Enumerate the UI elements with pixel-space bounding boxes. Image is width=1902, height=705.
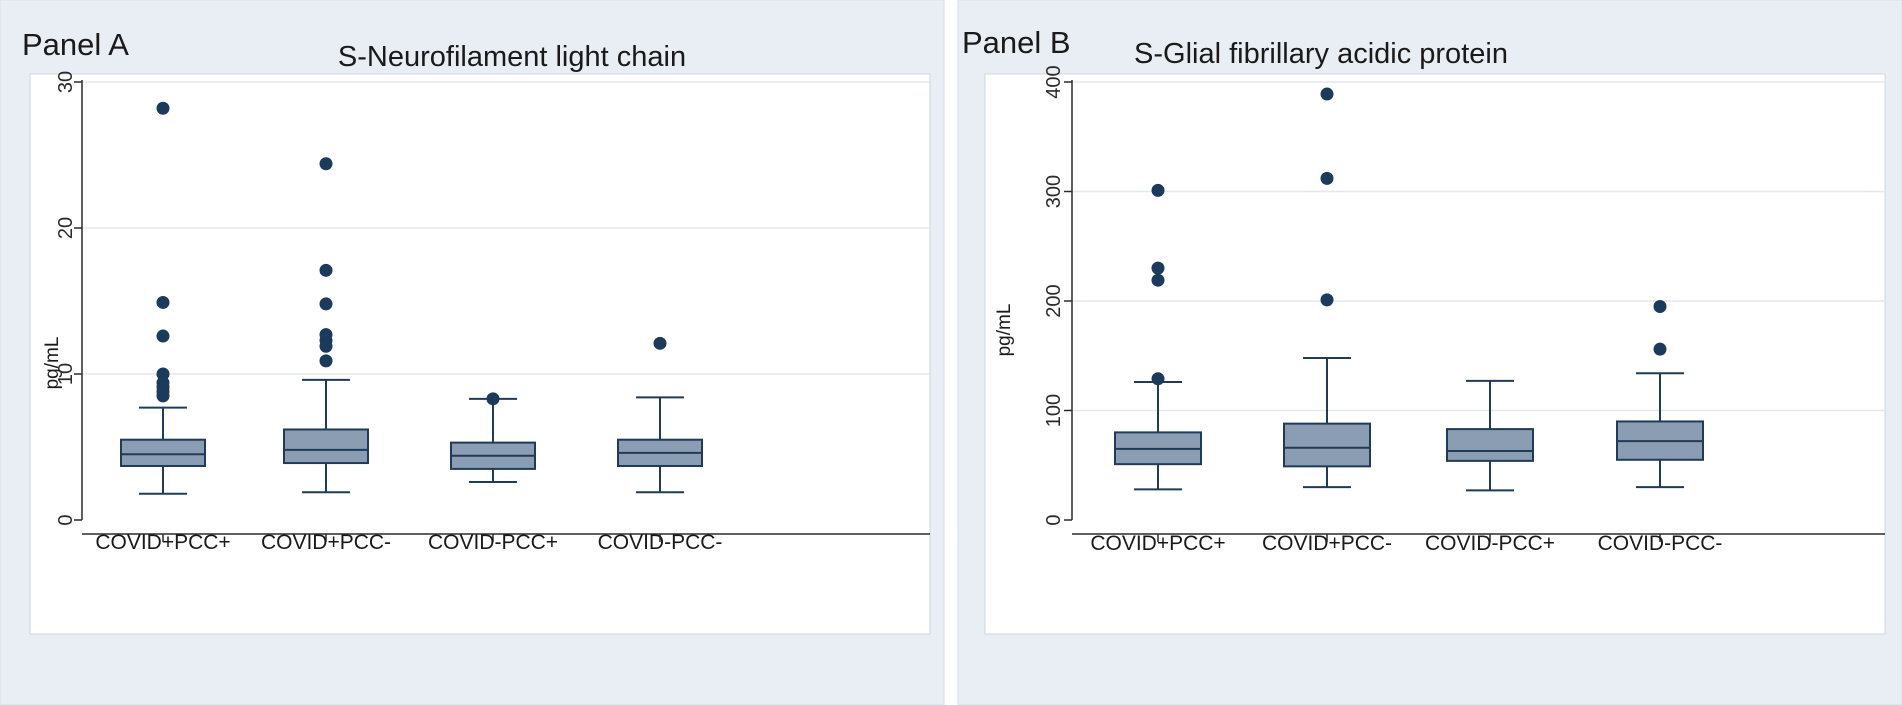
outlier-point [156, 101, 170, 115]
panel-b-title: S-Glial fibrillary acidic protein [1134, 38, 1508, 70]
outlier-point [156, 329, 170, 343]
panel-b-category-label: COVID-PCC+ [1425, 532, 1555, 555]
outlier-point [1151, 261, 1165, 275]
panel-a-box-1 [120, 101, 206, 495]
panel-b-category-label: COVID+PCC- [1262, 532, 1392, 555]
iqr-box [1446, 428, 1534, 462]
panel-a-category-label: COVID-PCC- [598, 531, 723, 554]
outlier-point [1320, 87, 1334, 101]
outlier-point [1320, 293, 1334, 307]
panel-b-category-label: COVID+PCC+ [1090, 532, 1225, 555]
outlier-point [319, 157, 333, 171]
iqr-box [1283, 422, 1371, 468]
panel-b-y-tick-label: 300 [1043, 175, 1065, 208]
iqr-box [283, 428, 369, 465]
panel-b-y-tick-label: 200 [1043, 284, 1065, 317]
outlier-point [1151, 183, 1165, 197]
panel-a: Panel A S-Neurofilament light chain pg/m… [0, 0, 945, 705]
outlier-point [1320, 171, 1334, 185]
outlier-point [319, 297, 333, 311]
panel-b-y-tick-label: 0 [1043, 514, 1065, 525]
panel-a-y-tick-label: 0 [55, 514, 77, 525]
panel-b-box-4 [1616, 299, 1704, 489]
outlier-point [486, 392, 500, 406]
panel-a-y-axis-label: pg/mL [42, 337, 63, 390]
panel-a-box-2 [283, 157, 369, 494]
panel-a-plot-area [29, 73, 931, 635]
panel-a-tick-labels: 0 10 20 30 COVID+PCC+ COVID+PCC- COVID-PCC+ COV… [55, 71, 722, 554]
panel-b-box-1 [1114, 183, 1202, 491]
panel-a-box-3 [450, 392, 536, 484]
outlier-point [1151, 273, 1165, 287]
panel-b-boxes [1114, 87, 1704, 492]
iqr-box [120, 438, 206, 467]
panel-a-category-label: COVID+PCC- [261, 531, 391, 554]
outlier-point [319, 354, 333, 368]
outlier-point [653, 336, 667, 350]
panel-b-y-axis-label: pg/mL [994, 304, 1015, 357]
panel-a-category-label: COVID-PCC+ [428, 531, 558, 554]
outlier-point [156, 389, 170, 403]
outlier-point [1151, 372, 1165, 386]
panel-a-label: Panel A [22, 27, 129, 62]
panel-a-title: S-Neurofilament light chain [338, 41, 686, 73]
panel-b-box-2 [1283, 87, 1371, 489]
panel-b-y-tick-label: 100 [1043, 394, 1065, 427]
panel-b-axes [1064, 80, 1885, 542]
panel-a-category-label: COVID+PCC+ [95, 531, 230, 554]
panel-b: Panel B S-Glial fibrillary acidic protei… [957, 0, 1902, 705]
panel-a-boxes [120, 101, 703, 495]
panel-a-y-tick-label: 30 [55, 71, 77, 93]
outlier-point [1653, 299, 1667, 313]
panel-b-category-label: COVID-PCC- [1598, 532, 1723, 555]
panel-b-box-3 [1446, 379, 1534, 492]
panel-a-box-4 [617, 336, 703, 494]
panel-a-gridlines [82, 81, 930, 375]
outlier-point [1653, 342, 1667, 356]
panel-a-axes [74, 80, 930, 542]
panel-b-gridlines [1072, 81, 1885, 412]
panel-b-y-tick-label: 400 [1043, 65, 1065, 98]
panel-b-tick-labels: 0 100 200 300 400 COVID+PCC+ COVID+PCC- COVID-P… [1043, 65, 1722, 555]
outlier-point [319, 339, 333, 353]
outlier-point [156, 295, 170, 309]
panel-b-plot-area [984, 73, 1886, 635]
panel-a-y-tick-label: 20 [55, 217, 77, 239]
panel-a-y-tick-label: 10 [55, 363, 77, 385]
outlier-point [319, 263, 333, 277]
panel-b-label: Panel B [962, 25, 1071, 60]
